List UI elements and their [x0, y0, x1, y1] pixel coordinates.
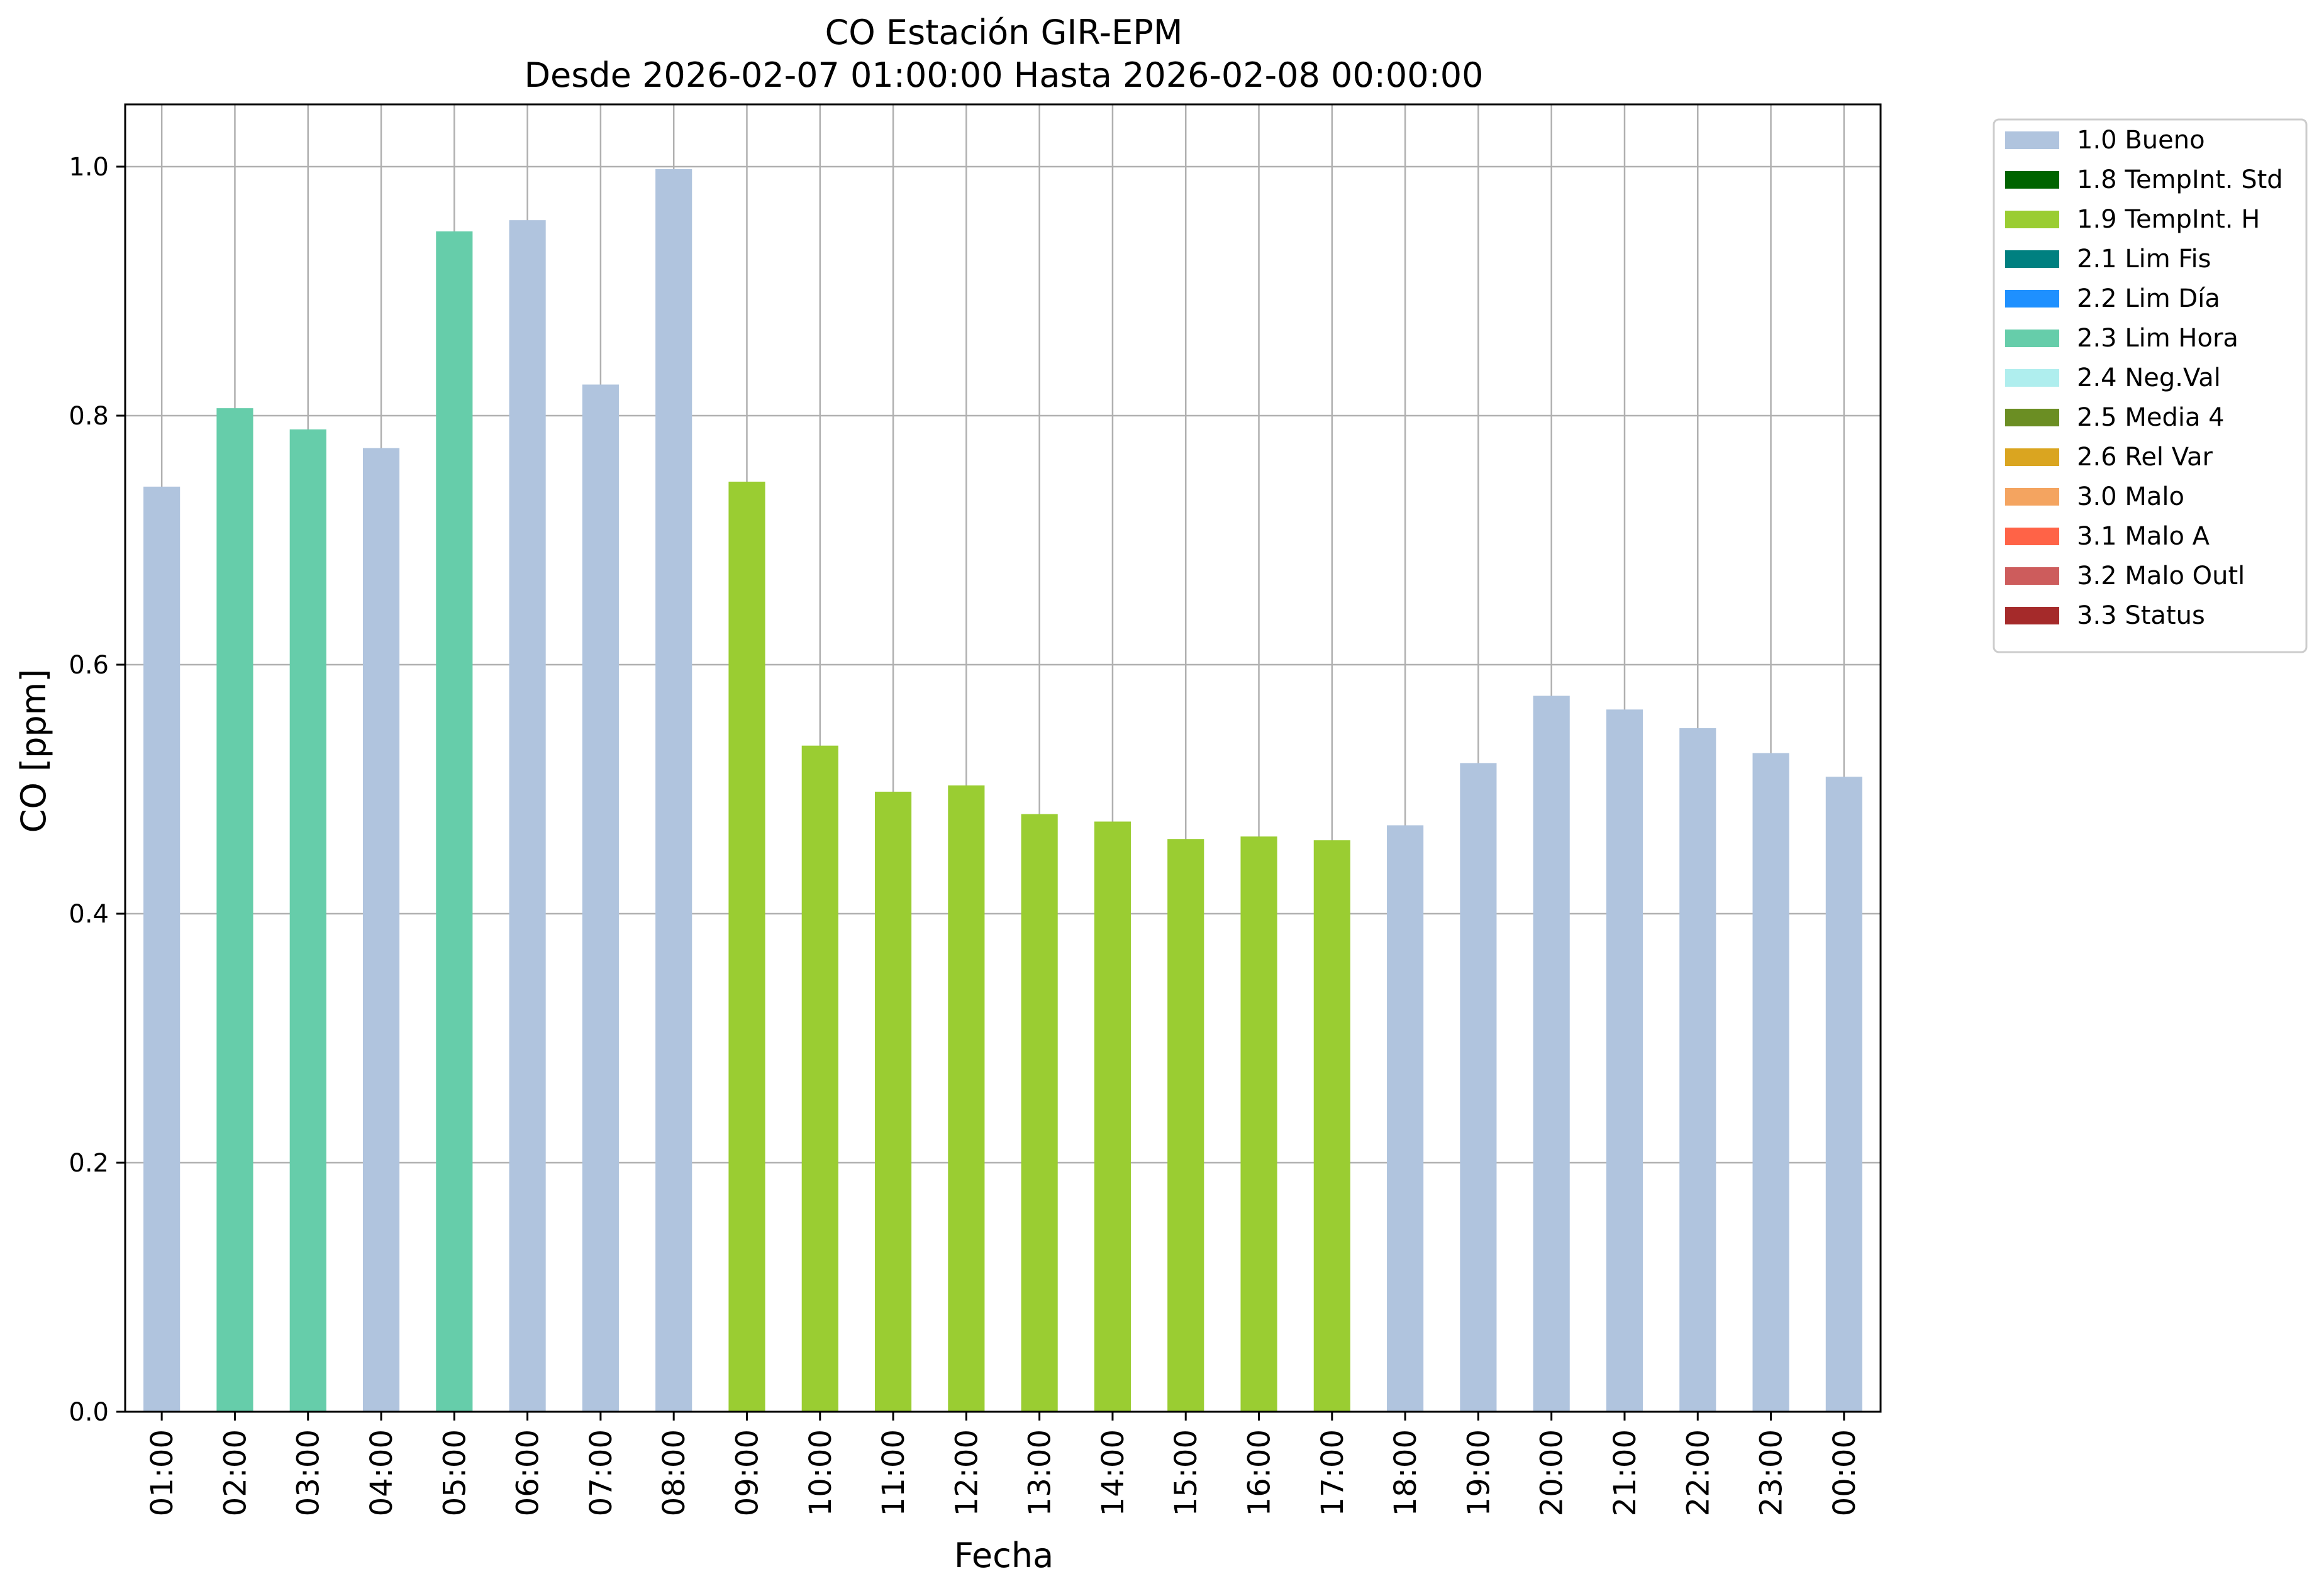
legend: 1.0 Bueno 1.8 TempInt. Std 1.9 TempInt. H 2… — [1993, 118, 2308, 653]
bar-15:00 — [1167, 839, 1204, 1412]
legend-label: 2.6 Rel Var — [2077, 443, 2213, 472]
bar-17:00 — [1313, 840, 1350, 1412]
bar-03:00 — [289, 429, 326, 1412]
legend-label: 3.3 Status — [2077, 601, 2205, 630]
bars — [143, 169, 1862, 1412]
bar-20:00 — [1533, 695, 1570, 1412]
x-tick-label: 10:00 — [803, 1429, 838, 1516]
legend-label: 2.5 Media 4 — [2077, 403, 2225, 432]
bar-08:00 — [655, 169, 692, 1412]
bar-04:00 — [362, 448, 400, 1412]
legend-swatch — [2005, 567, 2059, 585]
legend-swatch — [2005, 528, 2059, 545]
legend-swatch — [2005, 448, 2059, 466]
bar-13:00 — [1021, 814, 1058, 1412]
x-tick-label: 16:00 — [1242, 1429, 1277, 1516]
y-tick-label: 0.8 — [69, 402, 109, 431]
legend-label: 3.0 Malo — [2077, 482, 2184, 511]
bar-22:00 — [1679, 728, 1716, 1412]
x-tick-label: 03:00 — [291, 1429, 326, 1516]
legend-swatch — [2005, 250, 2059, 268]
x-tick-label: 05:00 — [437, 1429, 472, 1516]
y-tick-label: 0.6 — [69, 651, 109, 680]
x-tick-label: 13:00 — [1023, 1429, 1058, 1516]
legend-label: 2.4 Neg.Val — [2077, 363, 2221, 392]
legend-swatch — [2005, 171, 2059, 189]
bar-11:00 — [874, 791, 912, 1412]
bar-23:00 — [1752, 753, 1789, 1412]
legend-swatch — [2005, 607, 2059, 624]
x-tick-label: 08:00 — [657, 1429, 692, 1516]
y-tick-label: 1.0 — [69, 153, 109, 182]
legend-swatch — [2005, 131, 2059, 149]
x-tick-label: 04:00 — [364, 1429, 399, 1516]
legend-swatch — [2005, 369, 2059, 387]
legend-swatch — [2005, 330, 2059, 347]
chart-subtitle: Desde 2026-02-07 01:00:00 Hasta 2026-02-… — [524, 55, 1483, 95]
legend-box — [1993, 118, 2308, 653]
bar-21:00 — [1606, 709, 1643, 1412]
legend-label: 1.8 TempInt. Std — [2077, 165, 2283, 194]
x-tick-label: 19:00 — [1461, 1429, 1496, 1516]
legend-swatch — [2005, 409, 2059, 426]
legend-label: 2.3 Lim Hora — [2077, 324, 2238, 353]
x-tick-label: 07:00 — [584, 1429, 619, 1516]
legend-swatch — [2005, 290, 2059, 308]
chart-title: CO Estación GIR-EPM — [825, 13, 1183, 52]
bar-06:00 — [509, 220, 546, 1412]
x-tick-label: 21:00 — [1608, 1429, 1643, 1516]
bar-14:00 — [1094, 821, 1131, 1412]
y-tick-label: 0.2 — [69, 1149, 109, 1178]
x-axis-ticks: 01:00 02:00 03:00 04:00 05:00 06:00 07:00 08:00… — [145, 1412, 1862, 1516]
x-tick-label: 18:00 — [1388, 1429, 1423, 1516]
bar-12:00 — [948, 785, 985, 1412]
bar-18:00 — [1387, 825, 1424, 1412]
plot-frame — [124, 103, 1882, 1413]
bar-19:00 — [1460, 763, 1497, 1412]
y-tick-label: 0.0 — [69, 1398, 109, 1427]
x-axis-label: Fecha — [954, 1536, 1054, 1575]
x-tick-label: 15:00 — [1169, 1429, 1204, 1516]
x-tick-label: 01:00 — [145, 1429, 180, 1516]
x-tick-label: 23:00 — [1754, 1429, 1789, 1516]
y-tick-label: 0.4 — [69, 900, 109, 929]
x-tick-label: 11:00 — [876, 1429, 911, 1516]
x-tick-label: 20:00 — [1535, 1429, 1570, 1516]
bar-16:00 — [1240, 836, 1277, 1412]
x-tick-label: 00:00 — [1827, 1429, 1862, 1516]
bar-01:00 — [143, 486, 181, 1412]
x-tick-label: 09:00 — [730, 1429, 765, 1516]
x-tick-label: 17:00 — [1315, 1429, 1350, 1516]
legend-swatch — [2005, 488, 2059, 506]
x-tick-label: 22:00 — [1681, 1429, 1716, 1516]
y-axis-ticks: 0.0 0.2 0.4 0.6 0.8 1.0 — [69, 153, 125, 1427]
legend-swatch — [2005, 211, 2059, 228]
legend-label: 1.9 TempInt. H — [2077, 205, 2260, 234]
bar-00:00 — [1825, 777, 1862, 1412]
legend-label: 1.0 Bueno — [2077, 126, 2205, 155]
legend-label: 3.2 Malo Outl — [2077, 562, 2245, 590]
bar-09:00 — [728, 481, 765, 1412]
bar-10:00 — [801, 745, 838, 1412]
x-tick-label: 06:00 — [511, 1429, 546, 1516]
legend-label: 2.1 Lim Fis — [2077, 245, 2211, 274]
x-tick-label: 12:00 — [949, 1429, 984, 1516]
x-tick-label: 14:00 — [1096, 1429, 1131, 1516]
bar-07:00 — [582, 384, 619, 1412]
legend-label: 3.1 Malo A — [2077, 522, 2210, 551]
bar-05:00 — [436, 231, 473, 1412]
y-axis-label: CO [ppm] — [14, 669, 53, 833]
legend-label: 2.2 Lim Día — [2077, 284, 2220, 313]
bar-02:00 — [216, 408, 253, 1412]
x-tick-label: 02:00 — [218, 1429, 253, 1516]
